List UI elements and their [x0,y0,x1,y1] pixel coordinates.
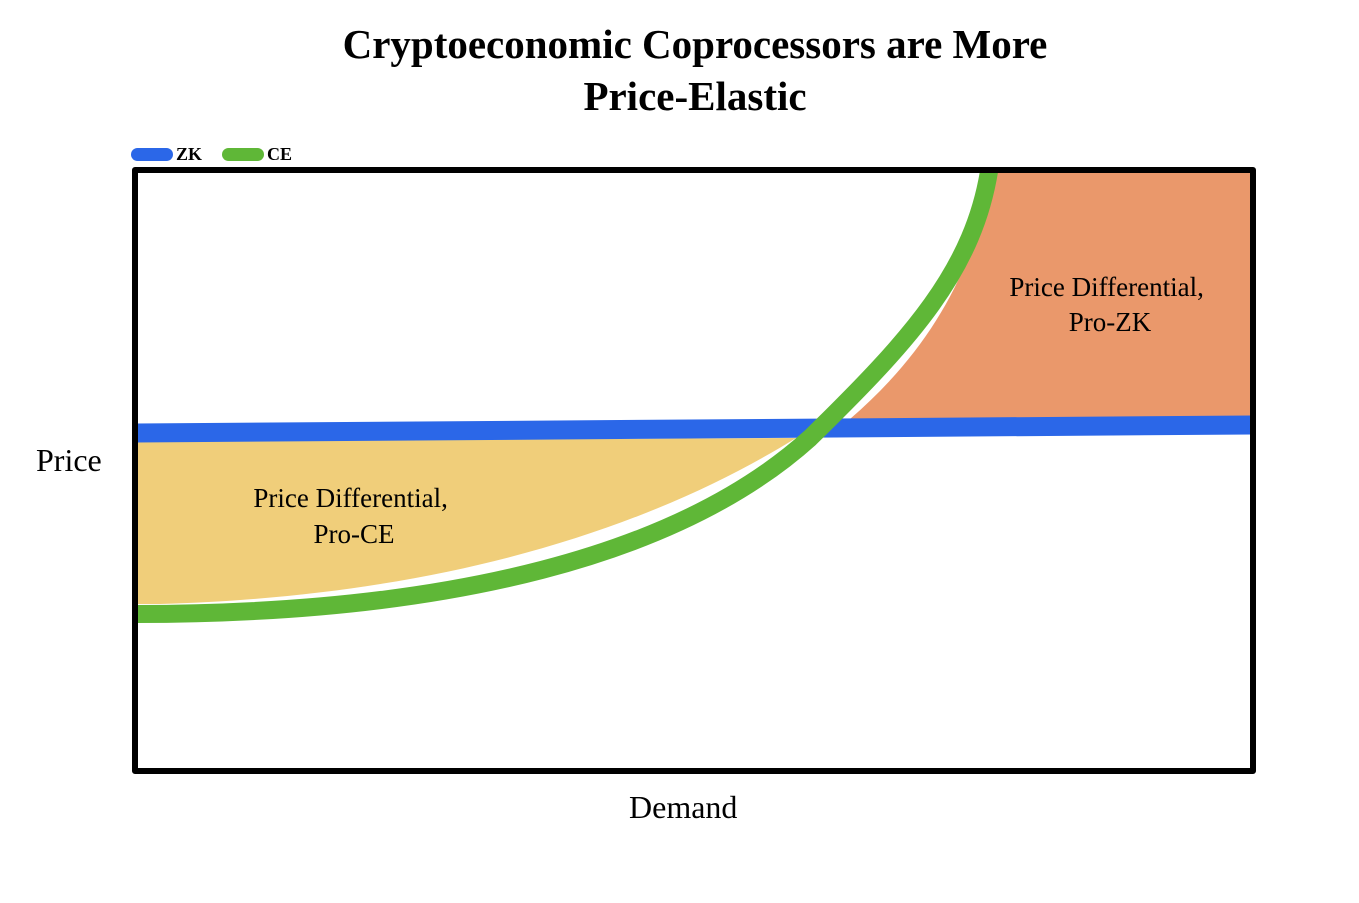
region-pro-zk [850,171,1252,419]
chart-title-line-1: Cryptoeconomic Coprocessors are More [342,21,1048,67]
annotation-pro-zk-line-1: Price Differential, [1009,272,1203,302]
legend-swatch-zk [131,147,173,161]
annotation-pro-zk: Price Differential, Pro-ZK [1009,272,1210,337]
x-axis-label: Demand [629,789,738,825]
annotation-pro-zk-line-2: Pro-ZK [1069,307,1152,337]
legend-item-ce: CE [222,144,292,165]
legend-swatch-ce [222,147,265,161]
legend-label-ce: CE [267,143,293,164]
legend: ZK CE [131,143,312,165]
region-pro-ce [136,438,796,604]
annotation-pro-ce: Price Differential, Pro-CE [253,483,454,549]
chart-title: Cryptoeconomic Coprocessors are More Pri… [0,18,1359,122]
zk-line [136,415,1252,443]
chart-title-line-2: Price-Elastic [583,73,807,119]
annotation-pro-ce-line-1: Price Differential, [253,483,447,513]
legend-item-zk: ZK [131,144,202,165]
y-axis-label: Price [36,442,102,478]
plot-frame [132,167,1256,774]
ce-line [136,171,999,623]
legend-label-zk: ZK [176,143,203,164]
annotation-pro-ce-line-2: Pro-CE [314,519,395,549]
